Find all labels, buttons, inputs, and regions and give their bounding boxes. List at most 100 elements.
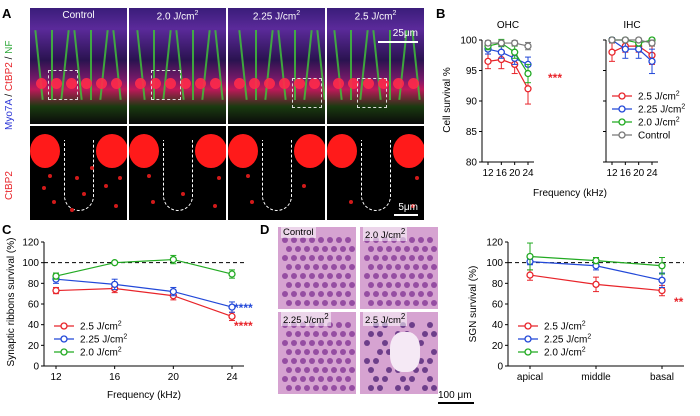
data-point (635, 36, 643, 44)
series-line-1 (611, 39, 653, 62)
histology-panel-1: 2.0 J/cm2 (360, 227, 438, 309)
series-line-1 (55, 278, 233, 308)
y-tick-label: 90 (466, 97, 478, 108)
data-point (169, 255, 177, 264)
y-tick-label: 20 (492, 341, 504, 352)
x-tick-label: 16 (620, 168, 632, 179)
micrograph-title-3: 2.5 J/cm2 (354, 10, 397, 23)
legend-marker (618, 131, 626, 139)
x-tick-label: 24 (226, 372, 238, 383)
series-line-3 (612, 39, 653, 44)
chart-d-sgn-survival: 0 20 40 60 80 100 120 apical middle basal SGN surv… (468, 238, 684, 383)
roi-box (151, 70, 181, 100)
data-point (608, 36, 616, 44)
panel-letter-d: D (260, 222, 270, 237)
data-point (111, 259, 119, 267)
roi-box (48, 70, 78, 100)
data-point (524, 69, 532, 78)
micrograph-title-1: 2.0 J/cm2 (156, 10, 199, 23)
data-point (52, 286, 60, 295)
data-point (484, 57, 492, 65)
data-point (592, 280, 600, 289)
series-line-2 (487, 42, 529, 74)
y-tick-label: 100 (22, 258, 39, 269)
legend-label: 2.25 J/cm2 (80, 334, 127, 346)
stain-nf: NF (4, 40, 15, 54)
chart-title-ihc: IHC (623, 20, 640, 31)
x-tick-label: middle (581, 372, 611, 383)
x-axis-label-b: Frequency (kHz) (533, 188, 607, 199)
scalebar-top-label: 25μm (392, 28, 418, 39)
x-tick-label: 24 (646, 168, 658, 179)
data-point (621, 36, 629, 44)
x-tick-label: 12 (606, 168, 618, 179)
data-point (635, 45, 643, 53)
y-tick-label: 80 (28, 279, 40, 290)
legend-marker (60, 335, 68, 343)
histology-label-0: Control (281, 227, 316, 238)
y-axis-label-d: SGN survival (%) (468, 266, 479, 343)
data-point (497, 39, 505, 47)
series-line-3 (488, 42, 529, 47)
data-point (484, 39, 492, 47)
legend-marker (524, 322, 532, 330)
y-tick-label: 100 (460, 36, 477, 47)
micrograph-title-2: 2.25 J/cm2 (252, 10, 301, 23)
histo-scalebar-label: 100 μm (438, 390, 472, 401)
series-line-0 (55, 287, 233, 317)
data-point (524, 42, 532, 50)
data-point (228, 270, 236, 278)
x-tick-label: 16 (109, 372, 121, 383)
data-point (524, 85, 532, 93)
legend-marker (618, 92, 626, 100)
x-axis-label-c: Frequency (kHz) (107, 390, 181, 401)
data-point (658, 262, 666, 270)
data-point (511, 39, 519, 47)
y-tick-label: 40 (492, 320, 504, 331)
legend-marker (60, 348, 68, 356)
legend-label: 2.0 J/cm2 (80, 347, 122, 359)
data-point (592, 256, 600, 265)
data-point (608, 48, 616, 56)
data-point (648, 57, 656, 65)
histology-panel-3: 2.5 J/cm2 (360, 312, 438, 394)
data-point (658, 286, 666, 295)
x-tick-label: 12 (50, 372, 62, 383)
legend-label: 2.25 J/cm2 (638, 104, 685, 116)
data-point (169, 287, 177, 296)
x-tick-label: 20 (633, 168, 645, 179)
stain-label-bottom: CtBP2 (4, 171, 15, 200)
roi-box (292, 78, 322, 108)
scalebar-top (378, 41, 418, 43)
micrograph-bottom-1 (129, 126, 226, 220)
micrograph-bottom-0 (30, 126, 127, 220)
legend-marker (60, 322, 68, 330)
legend-label: 2.5 J/cm2 (544, 321, 586, 333)
significance-ohc: *** (548, 71, 562, 85)
chart-c-synaptic-ribbons: 0 20 40 60 80 100 120 12 16 20 24 Synaptic ribbons … (6, 238, 253, 402)
y-tick-label: 60 (492, 300, 504, 311)
y-tick-label: 0 (497, 362, 503, 373)
y-tick-label: 0 (33, 362, 39, 373)
micrograph-bottom-3: 5μm (327, 126, 424, 220)
y-axis-label-c: Synaptic ribbons survival (%) (6, 238, 17, 367)
series-line-0 (487, 58, 529, 90)
x-tick-label: 16 (496, 168, 508, 179)
micrograph-title-0: Control (62, 10, 95, 21)
histo-scalebar (438, 402, 474, 404)
data-point (228, 312, 236, 321)
series-line-1 (487, 48, 529, 65)
y-tick-label: 100 (486, 258, 503, 269)
data-point (526, 271, 534, 279)
y-tick-label: 40 (28, 320, 40, 331)
histology-label-1: 2.0 J/cm2 (363, 227, 408, 242)
y-tick-label: 20 (28, 341, 40, 352)
stain-label-top: Myo7A / CtBP2 / NF (4, 40, 15, 130)
data-point (111, 280, 119, 289)
data-point (648, 39, 656, 47)
stain-myo7a: Myo7A (4, 99, 15, 130)
micrograph-top-2: 2.25 J/cm2 (228, 8, 325, 124)
y-axis-label-b: Cell survival % (442, 67, 453, 133)
roi-box (357, 78, 387, 108)
panel-letter-a: A (2, 6, 12, 21)
